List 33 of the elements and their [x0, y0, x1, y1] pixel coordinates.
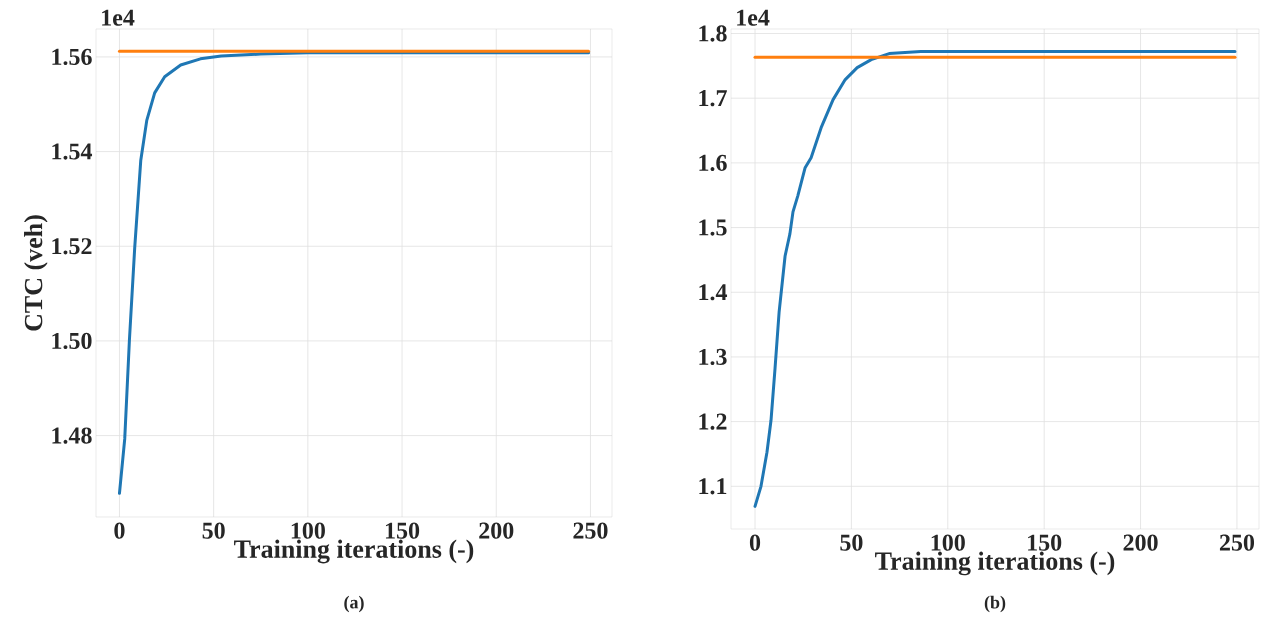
x-tick-label: 250 [573, 522, 608, 539]
y-tick-label: 1.4 [699, 284, 728, 301]
text: 1e4 [737, 9, 770, 26]
x-tick-label: 200 [479, 522, 514, 539]
x-tick-label: 100 [291, 522, 325, 539]
y-tick-label: 1.2 [699, 413, 727, 430]
text: 1e4 [102, 9, 135, 26]
x-tick-label: 150 [385, 522, 420, 539]
y-tick-label: 1.8 [699, 25, 727, 42]
y-tick-label: 1.50 [52, 332, 92, 350]
y-tick-label: 1.52 [52, 238, 92, 255]
x-tick-label: 0 [114, 522, 125, 539]
x-axis-title: Training iterations (-) [875, 551, 1115, 576]
y-tick-label: 1.7 [699, 90, 727, 107]
x-tick-label: 250 [1219, 534, 1255, 551]
y-axis-title: CTC (veh) [24, 215, 48, 331]
x-tick-label: 50 [202, 522, 225, 539]
y-tick-label: 1.1 [699, 478, 727, 495]
x-tick-label: 100 [931, 534, 965, 551]
y-tick-label: 1.54 [52, 143, 93, 160]
x-tick-label: 50 [840, 534, 863, 551]
x-axis-title: Training iterations (-) [234, 539, 474, 564]
y-tick-label: 1.48 [52, 427, 92, 444]
y-tick-label: 1.6 [699, 154, 727, 172]
x-tick-label: 150 [1028, 534, 1062, 551]
y-tick-label: 1.56 [52, 48, 92, 66]
text: (b) [984, 595, 1006, 613]
line-series [753, 50, 1237, 508]
text: (a) [344, 595, 364, 613]
x-tick-label: 0 [749, 534, 761, 551]
y-tick-label: 1.5 [699, 219, 727, 236]
y-tick-label: 1.3 [699, 348, 727, 366]
x-tick-label: 200 [1123, 534, 1158, 551]
